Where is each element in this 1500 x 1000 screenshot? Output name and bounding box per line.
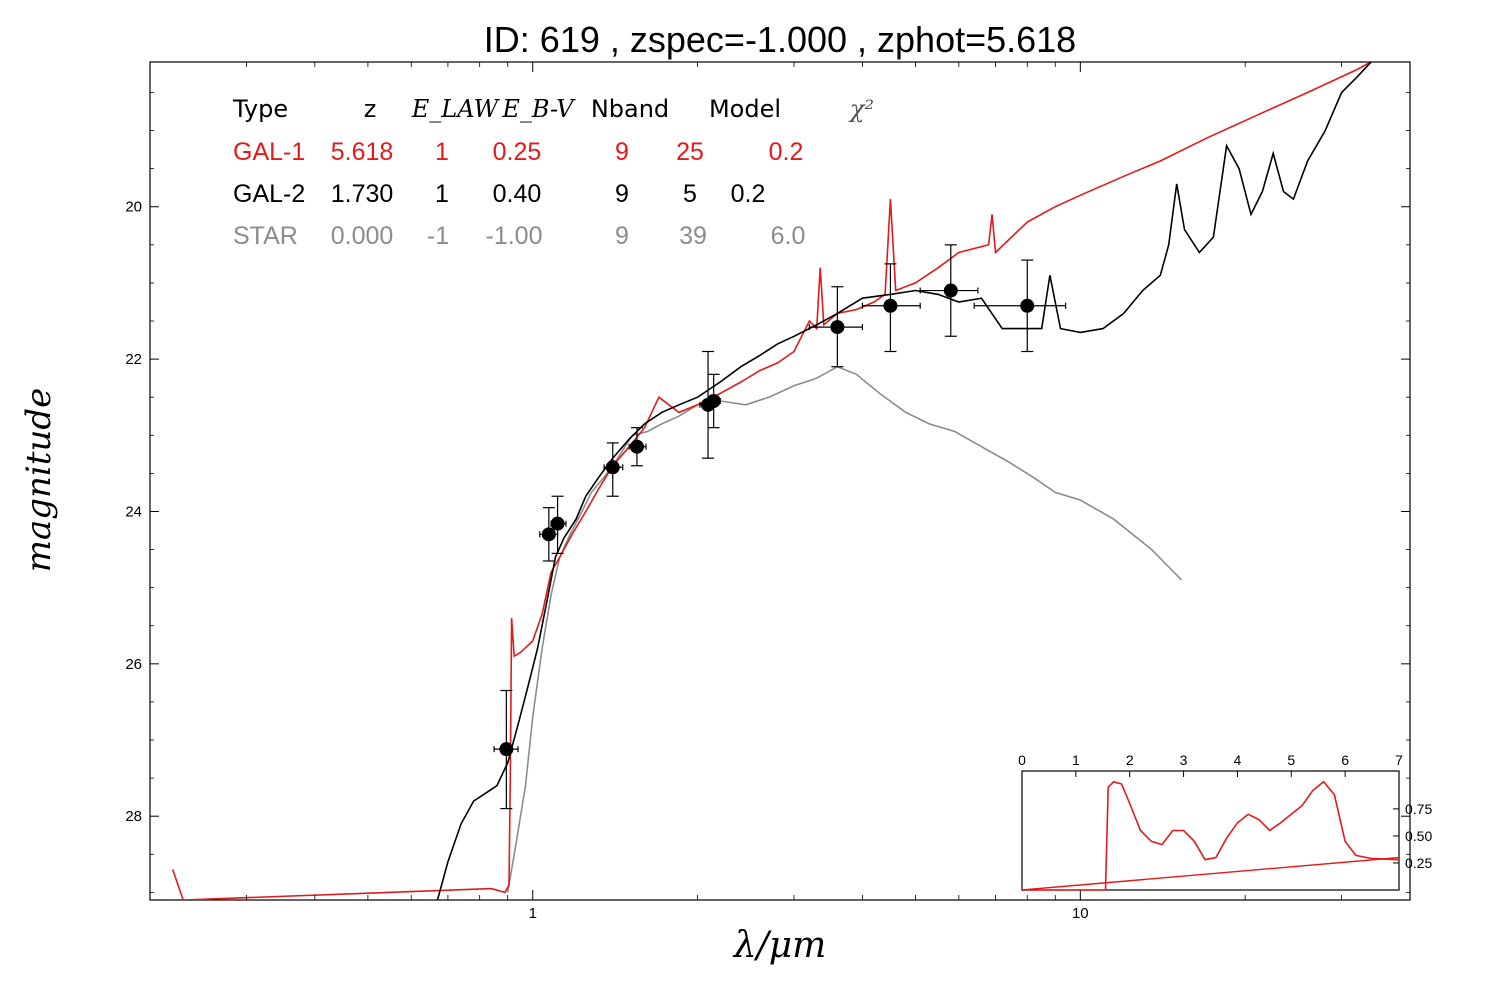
series-line-star	[506, 365, 1183, 893]
photometry-marker	[550, 516, 565, 531]
legend-header-cell: z	[364, 95, 377, 123]
legend-cell: 1.730	[331, 180, 394, 208]
photometry-marker	[541, 527, 556, 542]
legend-cell: 0.000	[331, 222, 394, 250]
inset-x-tick-label: 5	[1287, 752, 1295, 768]
legend-header-cell: Nband	[591, 95, 669, 123]
legend-cell: 39	[679, 222, 707, 250]
legend-cell: 0.25	[493, 138, 542, 166]
legend-row-gal-1: GAL-1 5.618 1 0.25 9 25 0.2	[233, 138, 803, 166]
inset-x-tick-label: 1	[1072, 752, 1080, 768]
photometry-point	[919, 244, 979, 337]
inset-x-tick-label: 0	[1018, 752, 1026, 768]
x-tick-label: 10	[1072, 905, 1089, 922]
photometry-marker	[706, 394, 721, 409]
x-tick-label: 1	[529, 905, 537, 922]
series-line-gal1	[171, 62, 1373, 900]
plot-frame	[149, 61, 1411, 901]
y-tick-label: 22	[125, 351, 142, 368]
y-tick-label: 28	[125, 808, 142, 825]
redshift-pdf-inset: 0 1 2 3 4 5 6 7 0.75 0.50 0.25	[1018, 752, 1432, 891]
series-line-gal2	[436, 62, 1373, 900]
series-layer	[171, 62, 1373, 900]
photometry-marker	[943, 283, 958, 298]
inset-x-tick-label: 6	[1341, 752, 1349, 768]
photometry-point	[861, 263, 921, 353]
inset-x-tick-label: 2	[1126, 752, 1134, 768]
inset-x-tick-label: 7	[1395, 752, 1403, 768]
legend-cell: 0.40	[493, 180, 542, 208]
legend-cell: 5.618	[331, 138, 394, 166]
photometry-marker	[499, 742, 514, 757]
legend-cell: 25	[676, 138, 704, 166]
legend-cell: 0.2	[769, 138, 804, 166]
inset-y-tick-label: 0.75	[1405, 801, 1432, 817]
photometry-point	[628, 427, 647, 467]
legend-cell: 5	[683, 180, 697, 208]
photometry-point	[493, 689, 519, 810]
y-tick-label: 24	[125, 503, 142, 520]
photometry-marker	[629, 439, 644, 454]
legend-row-star: STAR 0.000 -1 -1.00 9 39 6.0	[233, 222, 805, 250]
inset-cumulative-line	[1021, 856, 1400, 891]
photometry-point	[550, 495, 567, 554]
legend-cell: -1	[427, 222, 449, 250]
legend-cell: 9	[615, 222, 629, 250]
photometry-marker	[830, 320, 845, 335]
legend-cell: STAR	[233, 222, 298, 250]
legend-header-cell: E_LAW	[411, 95, 501, 123]
chart-title: ID: 619 , zspec=-1.000 , zphot=5.618	[484, 19, 1076, 60]
legend-cell: 6.0	[771, 222, 806, 250]
inset-y-tick-label: 0.25	[1405, 855, 1432, 871]
legend-cell: 1	[435, 138, 449, 166]
legend-header-row: Type z E_LAW E_B-V Nband Model χ²	[232, 95, 874, 123]
legend-cell: GAL-2	[233, 180, 305, 208]
photometry-point	[706, 373, 721, 429]
legend-row-gal-2: GAL-2 1.730 1 0.40 9 5 0.2	[233, 180, 765, 208]
legend-cell: GAL-1	[233, 138, 305, 166]
y-axis-label: magnitude	[19, 388, 59, 573]
legend-header-cell: Type	[232, 95, 288, 123]
legend-cell: 0.2	[731, 180, 766, 208]
legend-cell: 9	[615, 180, 629, 208]
inset-y-tick-label: 0.50	[1405, 828, 1432, 844]
inset-pdf-line	[1022, 780, 1400, 891]
photometry-marker	[883, 298, 898, 313]
legend-table: Type z E_LAW E_B-V Nband Model χ² GAL-1 5.618 1 0.…	[232, 95, 874, 250]
legend-header-cell: E_B-V	[501, 95, 576, 123]
y-tick-label: 26	[125, 656, 142, 673]
photometry-point	[603, 442, 624, 497]
legend-cell: 9	[615, 138, 629, 166]
x-axis-label: λ/μm	[732, 925, 826, 966]
legend-header-cell: χ²	[848, 95, 874, 123]
legend-header-cell: Model	[709, 95, 781, 123]
photometry-point	[973, 259, 1067, 353]
inset-x-tick-label: 4	[1234, 752, 1242, 768]
photometry-marker	[605, 460, 620, 475]
photometry-layer	[493, 244, 1067, 810]
legend-cell: -1.00	[486, 222, 543, 250]
y-tick-label: 20	[125, 199, 142, 216]
inset-x-tick-label: 3	[1180, 752, 1188, 768]
photometry-point	[808, 286, 864, 368]
inset-frame	[1021, 770, 1400, 891]
photometry-marker	[1020, 298, 1035, 313]
legend-cell: 1	[435, 180, 449, 208]
